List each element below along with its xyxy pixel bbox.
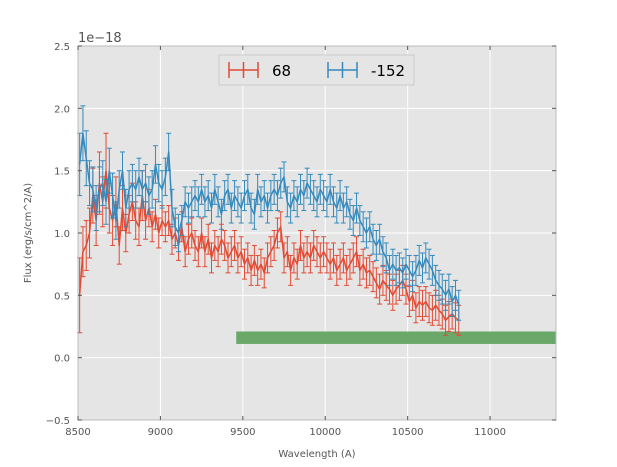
x-tick-label-4: 10500 (392, 427, 424, 438)
x-axis-title: Wavelength (A) (278, 449, 355, 460)
grid-lines (77, 45, 556, 421)
x-tick-label-2: 9500 (230, 427, 255, 438)
y-tick-label-2: 0.5 (54, 291, 70, 302)
x-tick-label-3: 10000 (309, 427, 341, 438)
series-line-0 (78, 169, 460, 322)
band-layer (236, 331, 556, 344)
series-layer (77, 105, 462, 336)
y-tick-label-6: 2.5 (54, 42, 70, 53)
legend-marker-68 (228, 62, 259, 78)
y-offset-text: 1e−18 (78, 31, 122, 46)
series-neg152 (77, 105, 462, 321)
x-tick-label-1: 9000 (148, 427, 173, 438)
series-line-1 (78, 132, 460, 306)
y-tick-label-1: 0.0 (54, 354, 70, 365)
wavelength-coverage-band (236, 331, 556, 344)
y-tick-label-5: 2.0 (54, 104, 70, 115)
y-tick-label-3: 1.0 (54, 229, 70, 240)
y-tick-label-4: 1.5 (54, 167, 70, 178)
x-tick-label-0: 8500 (65, 427, 90, 438)
legend-marker-neg152 (327, 62, 358, 78)
y-axis-title: Flux (erg/s/cm^2/A) (23, 183, 34, 283)
axis-layer: 8500 9000 9500 10000 10500 11000 −0.5 0.0 0.5 1.0… (46, 42, 557, 438)
legend: 68 -152 (218, 54, 415, 86)
x-tick-label-5: 11000 (474, 427, 506, 438)
y-tick-label-0: −0.5 (46, 416, 70, 427)
legend-label-neg152: -152 (371, 62, 405, 80)
legend-label-68: 68 (272, 62, 291, 80)
